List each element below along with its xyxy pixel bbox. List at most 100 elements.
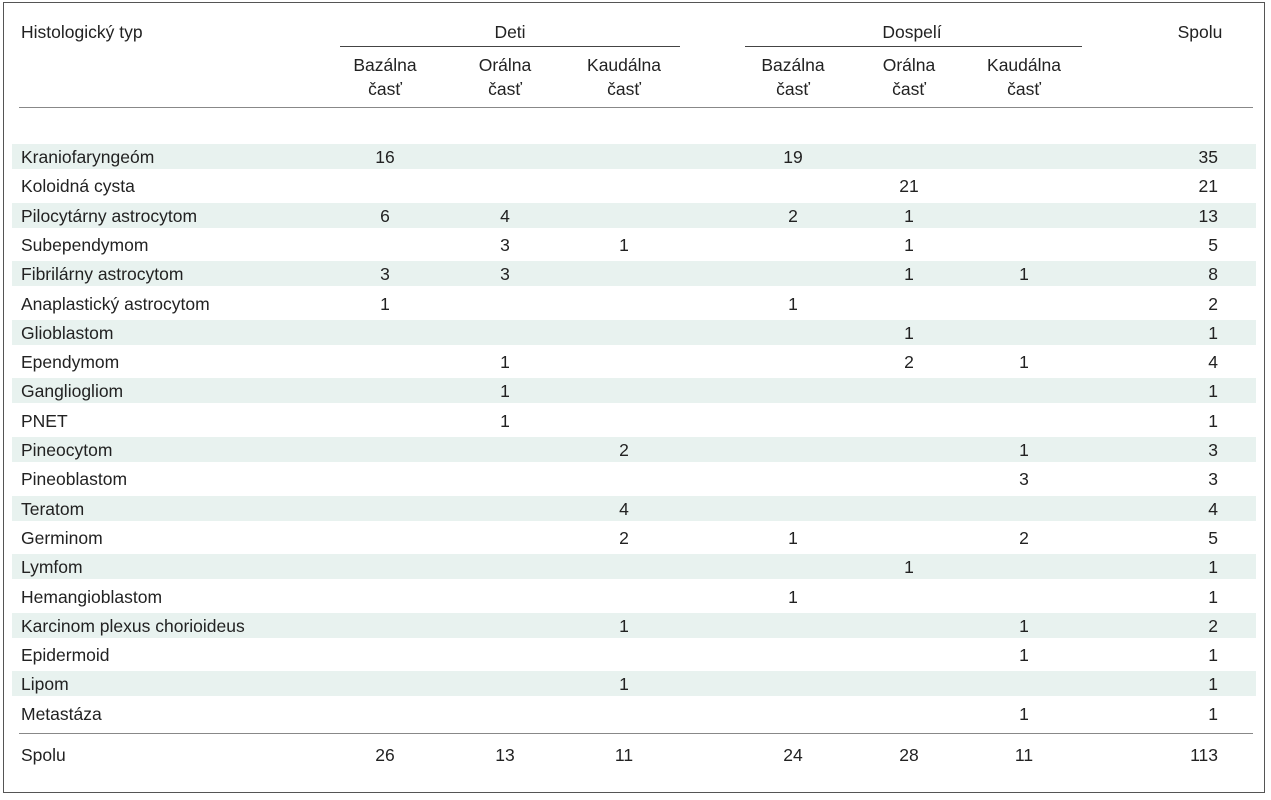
- row-type-label: Karcinom plexus chorioideus: [21, 615, 245, 636]
- table-cell: 1: [904, 234, 914, 255]
- table-cell: 1: [619, 234, 629, 255]
- row-stripe: [12, 554, 1256, 580]
- row-total-cell: 5: [1208, 527, 1218, 548]
- table-cell: 1: [1019, 615, 1029, 636]
- footer-total-cell: 24: [783, 745, 803, 765]
- row-type-label: Hemangioblastom: [21, 586, 163, 607]
- footer-label: Spolu: [21, 745, 66, 765]
- row-type-label: Lipom: [21, 674, 69, 695]
- row-stripe: [12, 437, 1256, 462]
- row-type-label: Glioblastom: [21, 322, 114, 343]
- row-total-cell: 1: [1208, 586, 1218, 607]
- table-cell: 19: [783, 147, 803, 167]
- row-total-cell: 4: [1208, 498, 1218, 519]
- subcolumn-header-line2: časť: [368, 79, 402, 99]
- row-type-label: Pineocytom: [21, 440, 113, 460]
- row-stripe: [12, 202, 1256, 228]
- group-header-dospeli: Dospelí: [882, 22, 942, 42]
- subcolumn-header: Orálna: [882, 55, 936, 75]
- table-cell: 3: [380, 264, 390, 285]
- row-total-cell: 21: [1198, 176, 1218, 197]
- table-cell: 2: [1019, 527, 1029, 548]
- row-total-cell: 1: [1208, 557, 1218, 578]
- row-type-label: Germinom: [21, 527, 103, 548]
- row-total-cell: 2: [1208, 615, 1218, 636]
- column-header-type: Histologický typ: [21, 22, 143, 42]
- row-total-cell: 1: [1208, 322, 1218, 343]
- row-type-label: Kraniofaryngeóm: [21, 147, 155, 167]
- footer-total-cell: 13: [495, 745, 515, 765]
- table-cell: 2: [619, 440, 629, 460]
- table-cell: 1: [904, 557, 914, 578]
- subcolumn-header-line2: časť: [1007, 79, 1041, 99]
- table-cell: 3: [1019, 469, 1029, 490]
- footer-total-cell: 11: [1014, 745, 1034, 765]
- subcolumn-header: Orálna: [478, 55, 532, 75]
- footer-total-cell: 28: [899, 745, 919, 765]
- table-cell: 1: [904, 322, 914, 343]
- row-total-cell: 1: [1208, 645, 1218, 666]
- row-total-cell: 3: [1208, 469, 1218, 490]
- table-cell: 1: [904, 264, 914, 285]
- row-type-label: Pilocytárny astrocytom: [21, 205, 198, 226]
- group-underline-dospeli: [745, 46, 1082, 47]
- table-cell: 1: [788, 527, 798, 548]
- row-type-label: Teratom: [21, 498, 85, 519]
- row-total-cell: 4: [1208, 352, 1218, 373]
- subcolumn-header: Kaudálna: [587, 55, 661, 75]
- subcolumn-header: Kaudálna: [987, 55, 1061, 75]
- table-cell: 3: [500, 264, 510, 285]
- table-cell: 1: [380, 293, 390, 314]
- table-cell: 1: [619, 615, 629, 636]
- row-total-cell: 3: [1208, 440, 1218, 460]
- subcolumn-header-line2: časť: [776, 79, 810, 99]
- grand-total-cell: 113: [1190, 745, 1218, 765]
- footer-total-cell: 26: [375, 745, 395, 765]
- row-type-label: Gangliogliom: [21, 381, 124, 402]
- row-type-label: Subependymom: [21, 234, 149, 255]
- table-cell: 1: [1019, 352, 1029, 373]
- group-header-deti: Deti: [494, 22, 526, 42]
- table-cell: 1: [788, 293, 798, 314]
- row-type-label: Anaplastický astrocytom: [21, 293, 210, 314]
- table-cell: 1: [1019, 264, 1029, 285]
- table-cell: 1: [788, 586, 798, 607]
- row-stripe: [12, 671, 1256, 697]
- row-total-cell: 13: [1198, 205, 1218, 226]
- row-type-label: Ependymom: [21, 352, 120, 373]
- header-bottom-rule: [19, 107, 1253, 108]
- table-cell: 1: [500, 352, 510, 373]
- row-stripe: [12, 495, 1256, 521]
- row-stripe: [12, 261, 1256, 287]
- table-cell: 1: [904, 205, 914, 226]
- subcolumn-header-line2: časť: [892, 79, 926, 99]
- row-stripe: [12, 612, 1256, 638]
- table-cell: 3: [500, 234, 510, 255]
- table-cell: 1: [500, 410, 510, 431]
- table-cell: 1: [619, 674, 629, 695]
- footer-top-rule: [19, 733, 1253, 734]
- row-type-label: Koloidná cysta: [21, 176, 135, 197]
- row-total-cell: 1: [1208, 674, 1218, 695]
- table-cell: 4: [619, 498, 629, 519]
- table-cell: 4: [500, 205, 510, 226]
- row-type-label: Pineoblastom: [21, 469, 128, 490]
- subcolumn-header: Bazálna: [353, 55, 417, 75]
- row-stripe: [12, 144, 1256, 169]
- row-total-cell: 1: [1208, 703, 1218, 724]
- table-cell: 1: [500, 381, 510, 402]
- row-total-cell: 2: [1208, 293, 1218, 314]
- subcolumn-header-line2: časť: [607, 79, 641, 99]
- row-type-label: Epidermoid: [21, 645, 110, 666]
- table-cell: 1: [1019, 645, 1029, 666]
- table-cell: 2: [788, 205, 798, 226]
- table-cell: 21: [899, 176, 919, 197]
- table-cell: 6: [380, 205, 390, 226]
- row-total-cell: 1: [1208, 410, 1218, 431]
- row-type-label: Lymfom: [21, 557, 83, 578]
- row-type-label: Metastáza: [21, 703, 102, 724]
- row-total-cell: 35: [1198, 147, 1218, 167]
- row-stripe: [12, 319, 1256, 345]
- row-stripe: [12, 378, 1256, 404]
- subcolumn-header-line2: časť: [488, 79, 522, 99]
